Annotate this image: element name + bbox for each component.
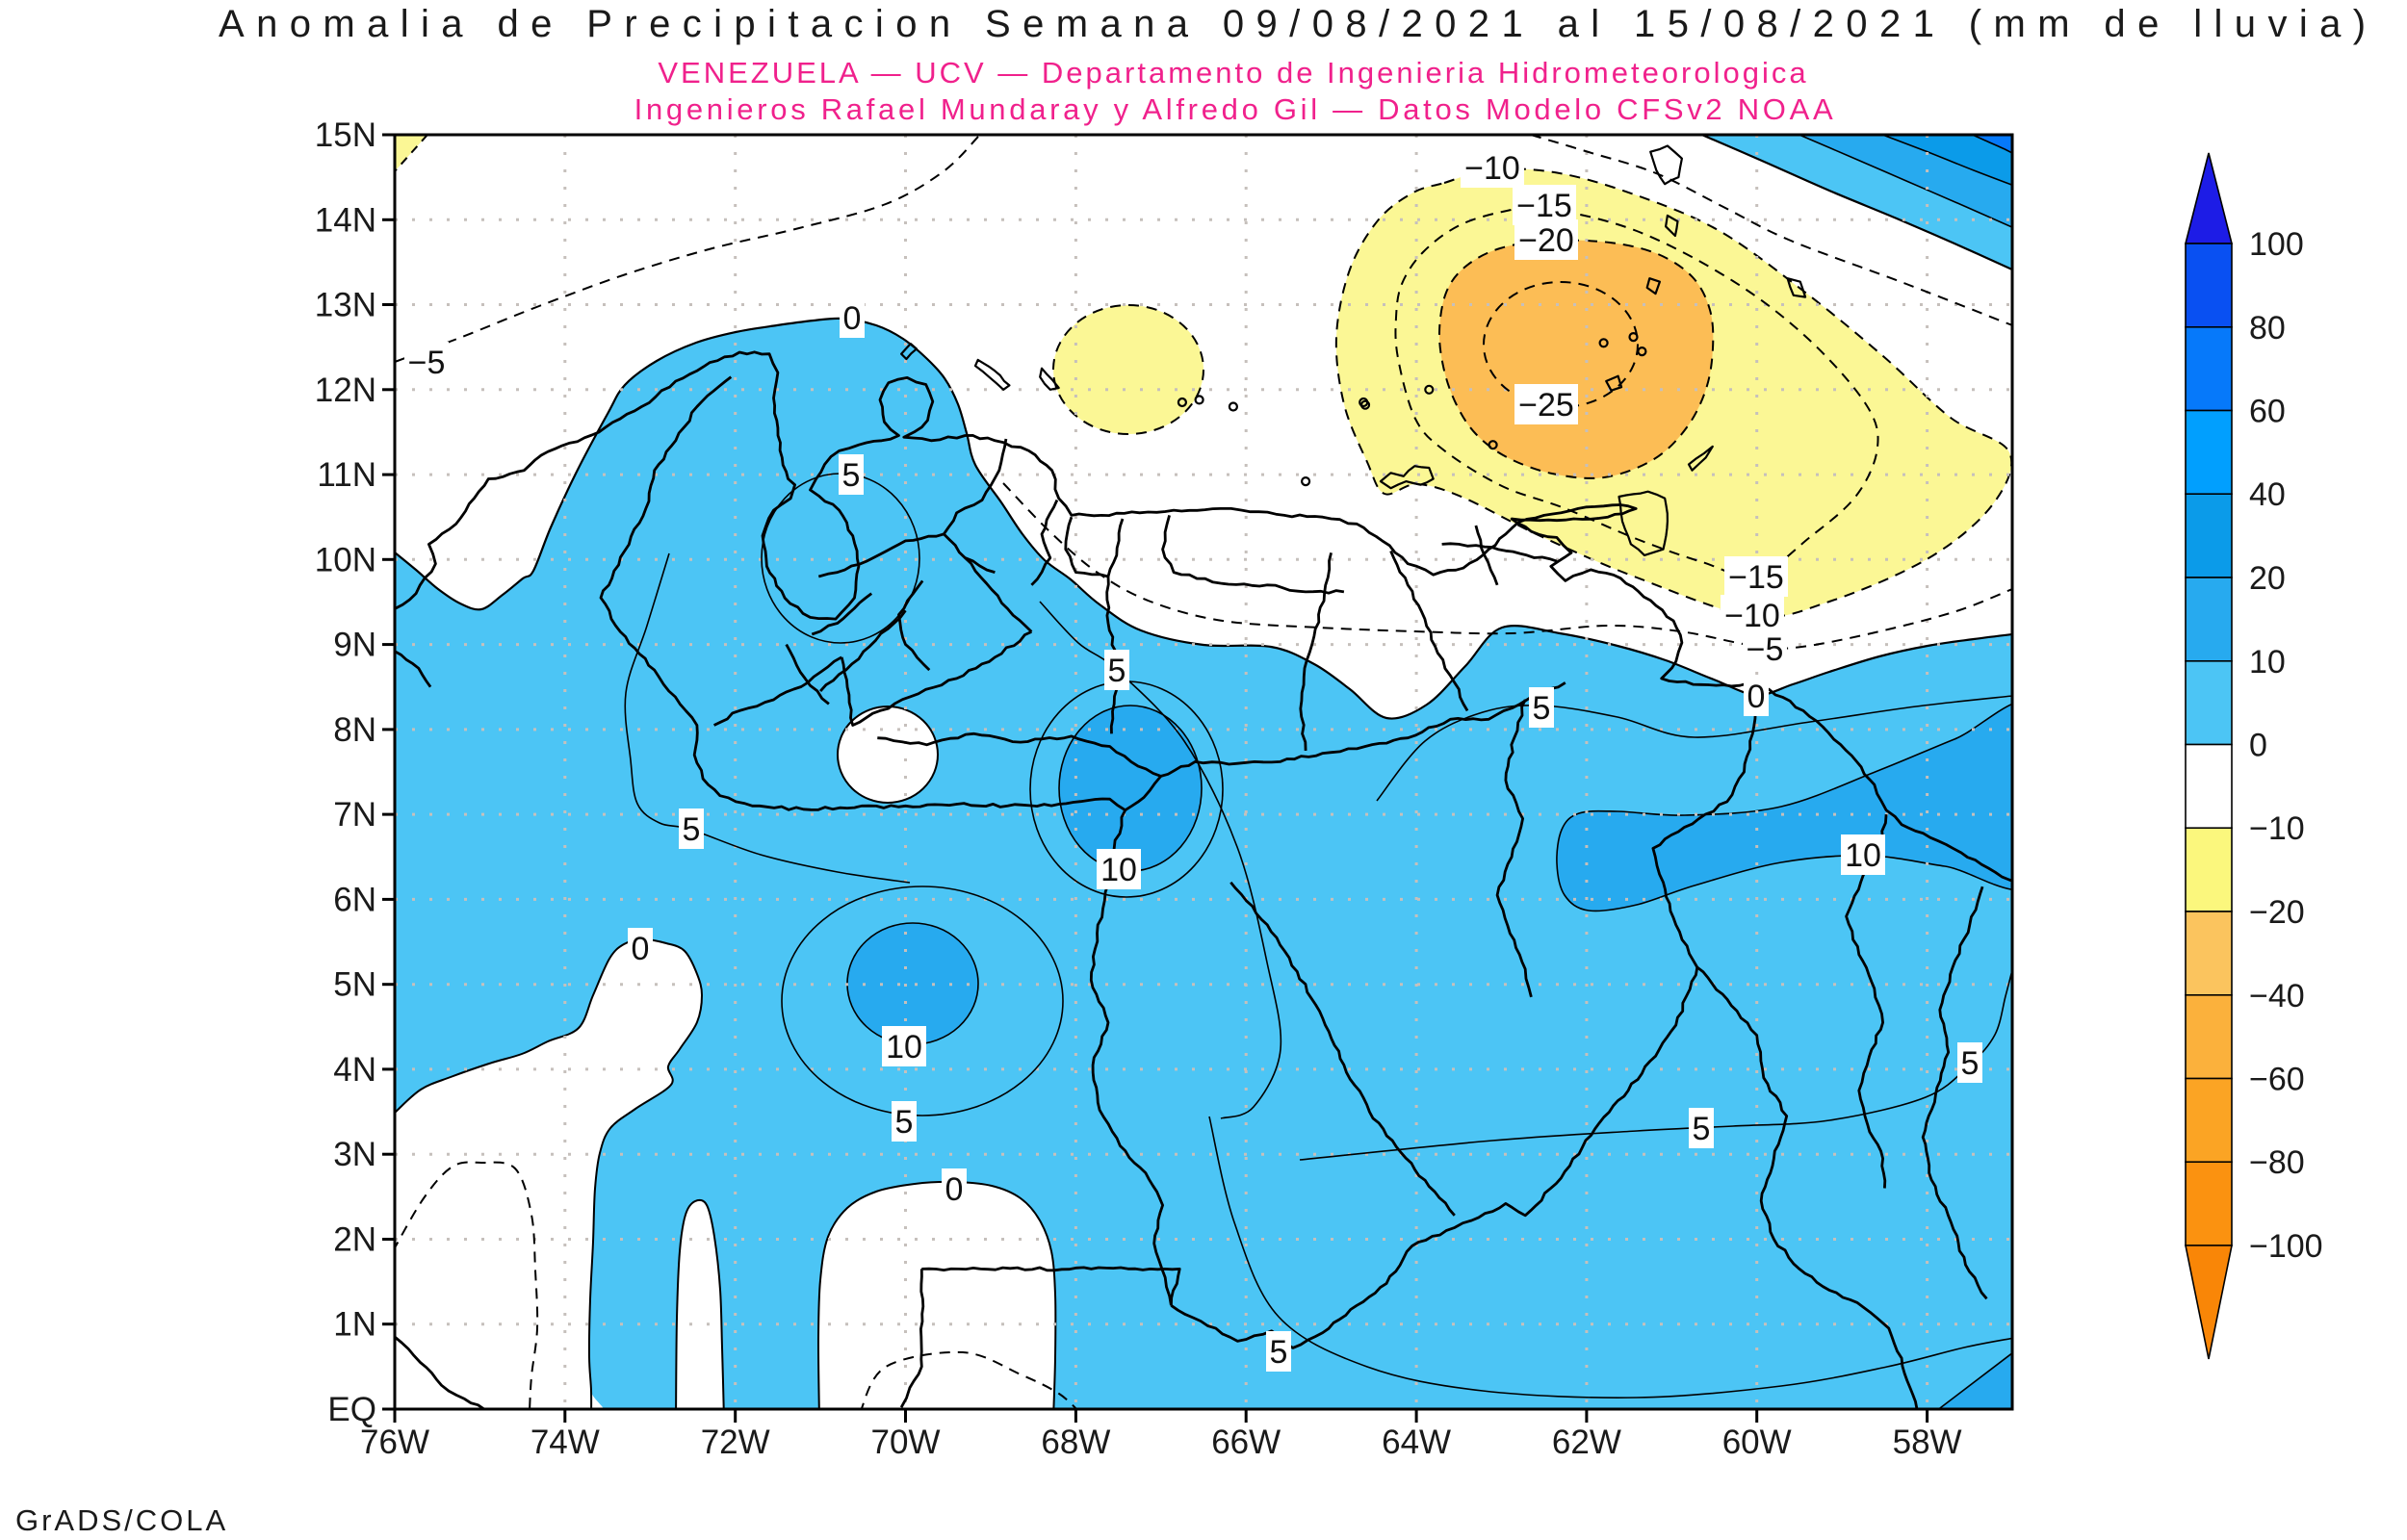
svg-text:62W: 62W [1552, 1424, 1621, 1461]
svg-text:10: 10 [1845, 837, 1881, 874]
svg-text:76W: 76W [360, 1424, 429, 1461]
svg-text:0: 0 [2249, 728, 2267, 764]
svg-text:60W: 60W [1722, 1424, 1792, 1461]
svg-text:5N: 5N [333, 966, 376, 1004]
svg-text:100: 100 [2249, 226, 2304, 263]
svg-text:5: 5 [842, 457, 861, 494]
svg-text:10: 10 [886, 1029, 922, 1065]
svg-text:−100: −100 [2249, 1228, 2323, 1265]
svg-text:11N: 11N [317, 456, 376, 494]
svg-text:13N: 13N [315, 287, 376, 324]
svg-text:Ingenieros Rafael Mundaray y A: Ingenieros Rafael Mundaray y Alfredo Gil… [634, 92, 1837, 126]
svg-text:GrADS/COLA: GrADS/COLA [15, 1503, 228, 1537]
svg-text:5: 5 [1533, 690, 1551, 727]
svg-text:74W: 74W [531, 1424, 600, 1461]
svg-text:−80: −80 [2249, 1144, 2305, 1181]
svg-text:−60: −60 [2249, 1062, 2305, 1098]
svg-text:20: 20 [2249, 560, 2286, 597]
svg-text:−15: −15 [1728, 559, 1784, 596]
svg-text:−40: −40 [2249, 978, 2305, 1014]
svg-text:3N: 3N [333, 1136, 376, 1173]
svg-text:80: 80 [2249, 310, 2286, 346]
svg-text:6N: 6N [333, 881, 376, 918]
svg-text:Anomalia de Precipitacion Sema: Anomalia de Precipitacion Semana 09/08/2… [219, 3, 2378, 45]
svg-text:0: 0 [945, 1171, 964, 1208]
svg-text:−25: −25 [1518, 387, 1574, 424]
svg-text:9N: 9N [333, 627, 376, 664]
svg-text:40: 40 [2249, 476, 2286, 513]
svg-text:5: 5 [683, 811, 701, 848]
svg-text:EQ: EQ [327, 1391, 376, 1428]
svg-text:−5: −5 [408, 345, 446, 381]
svg-text:70W: 70W [871, 1424, 941, 1461]
svg-text:60: 60 [2249, 394, 2286, 430]
svg-text:0: 0 [1747, 679, 1766, 715]
svg-text:VENEZUELA — UCV — Departamento: VENEZUELA — UCV — Departamento de Ingeni… [658, 56, 1808, 90]
svg-text:5: 5 [1270, 1334, 1288, 1371]
svg-text:14N: 14N [315, 201, 376, 239]
svg-text:5: 5 [1108, 653, 1126, 689]
svg-text:10: 10 [1100, 852, 1137, 888]
svg-text:68W: 68W [1041, 1424, 1110, 1461]
svg-text:4N: 4N [333, 1051, 376, 1089]
svg-text:12N: 12N [315, 372, 376, 409]
svg-text:7N: 7N [333, 796, 376, 834]
svg-text:5: 5 [895, 1104, 914, 1141]
svg-text:58W: 58W [1893, 1424, 1962, 1461]
svg-text:64W: 64W [1382, 1424, 1451, 1461]
svg-text:8N: 8N [333, 711, 376, 749]
svg-text:10: 10 [2249, 644, 2286, 680]
svg-text:−20: −20 [2249, 894, 2305, 931]
svg-text:1N: 1N [333, 1306, 376, 1344]
svg-text:5: 5 [1693, 1111, 1711, 1147]
svg-text:0: 0 [843, 300, 862, 337]
svg-text:−10: −10 [1724, 598, 1780, 634]
svg-text:2N: 2N [333, 1221, 376, 1259]
svg-text:0: 0 [632, 931, 650, 967]
svg-text:66W: 66W [1211, 1424, 1281, 1461]
svg-text:15N: 15N [315, 116, 376, 154]
svg-text:10N: 10N [315, 541, 376, 578]
svg-text:−15: −15 [1516, 188, 1572, 224]
svg-text:−20: −20 [1518, 222, 1574, 259]
svg-text:−5: −5 [1747, 631, 1784, 668]
svg-text:72W: 72W [701, 1424, 770, 1461]
svg-text:5: 5 [1961, 1045, 1980, 1082]
svg-text:−10: −10 [2249, 810, 2305, 847]
svg-text:−10: −10 [1464, 150, 1520, 187]
